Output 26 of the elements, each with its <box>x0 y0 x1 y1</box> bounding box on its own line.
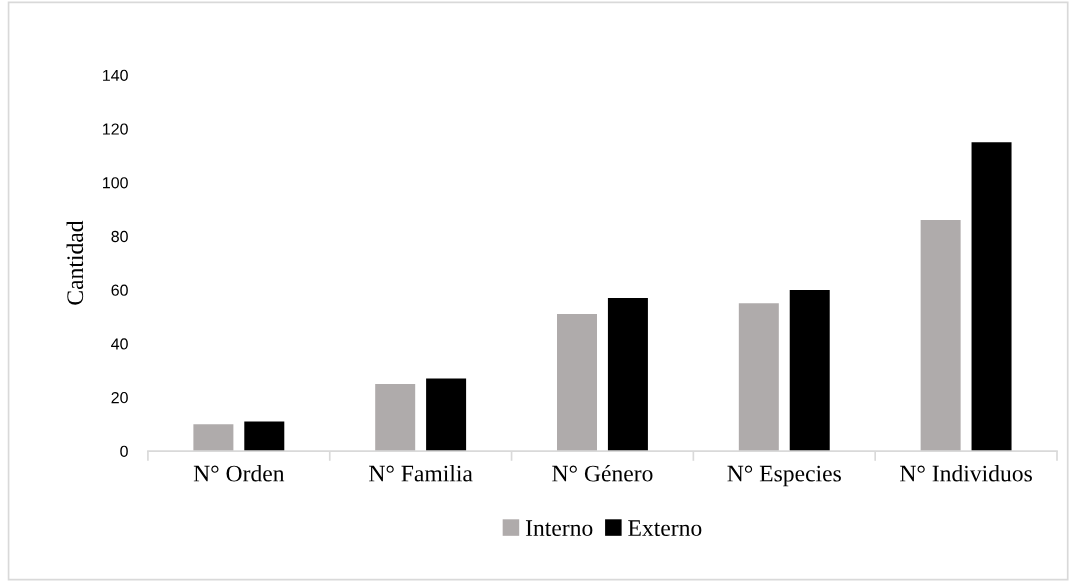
bar <box>193 424 234 452</box>
bar <box>789 289 830 452</box>
y-tick-label: 20 <box>111 391 128 404</box>
bar <box>971 142 1012 452</box>
bar <box>244 421 285 452</box>
bar <box>557 314 598 452</box>
y-tick-label: 120 <box>103 123 128 135</box>
x-tick-label: N° Especies <box>727 465 841 487</box>
x-tick-label: N° Género <box>552 464 653 482</box>
y-tick-label: 140 <box>103 69 128 82</box>
y-tick-label: 100 <box>103 177 128 189</box>
y-tick-label: 60 <box>111 284 128 296</box>
bar <box>426 378 467 452</box>
x-tick-label: N° Orden <box>193 464 285 482</box>
x-tick-label: N° Individuos <box>900 464 1032 482</box>
y-axis-title: Cantidad <box>66 220 84 305</box>
x-tick-label: N° Familia <box>369 464 473 482</box>
bar <box>607 297 648 452</box>
y-tick-label: 0 <box>120 445 128 457</box>
bar <box>375 383 416 452</box>
legend-label: Externo <box>628 520 702 537</box>
y-tick-label: 80 <box>111 230 128 243</box>
y-tick-label: 40 <box>111 338 128 350</box>
bar <box>920 220 961 452</box>
bar <box>738 303 779 452</box>
legend-label: Interno <box>525 520 593 537</box>
